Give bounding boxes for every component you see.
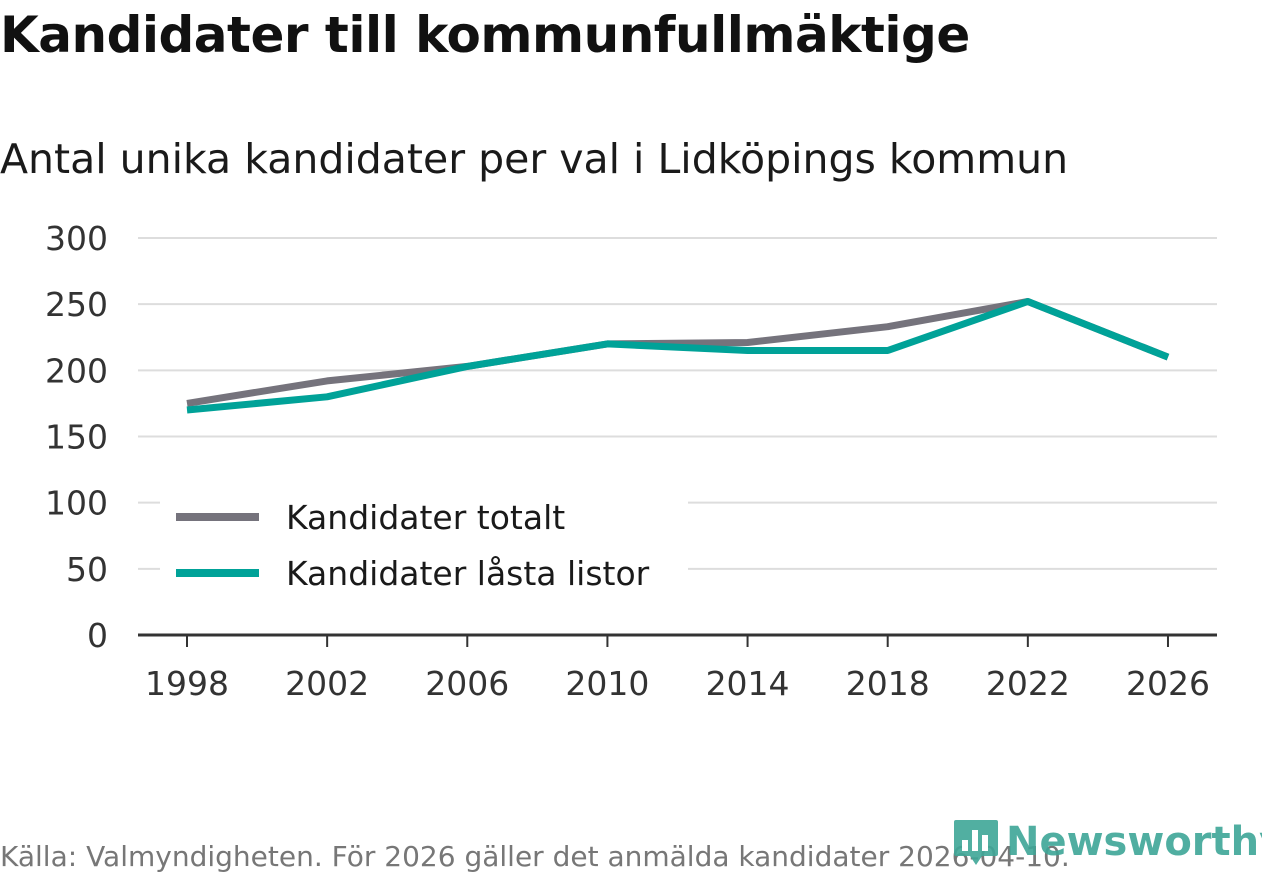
- legend: Kandidater totalt Kandidater låsta listor: [160, 490, 688, 608]
- x-tick-label-2010: 2010: [565, 664, 649, 703]
- legend-background: [160, 490, 688, 608]
- legend-label-0: Kandidater totalt: [286, 498, 565, 537]
- x-tick-label-2006: 2006: [425, 664, 509, 703]
- bar-chart-icon: [954, 820, 998, 865]
- series-lines: [186, 298, 1170, 414]
- x-tick-label-2002: 2002: [285, 664, 369, 703]
- legend-label-1: Kandidater låsta listor: [286, 554, 650, 593]
- x-tick-label-2014: 2014: [706, 664, 790, 703]
- y-axis-ticks: 0 50 100 150 200 250 300: [45, 219, 108, 655]
- x-tick-label-2026: 2026: [1126, 664, 1210, 703]
- x-tick-label-1998: 1998: [145, 664, 229, 703]
- brand-logo: Newsworthy: [952, 818, 1262, 866]
- x-tick-label-2022: 2022: [986, 664, 1070, 703]
- y-tick-label-200: 200: [45, 351, 108, 390]
- chart-title: Kandidater till kommunfullmäktige: [0, 6, 970, 64]
- y-tick-label-250: 250: [45, 285, 108, 324]
- y-tick-label-150: 150: [45, 418, 108, 457]
- y-tick-label-300: 300: [45, 219, 108, 258]
- chart-subtitle: Antal unika kandidater per val i Lidköpi…: [0, 135, 1069, 183]
- series-line-kandidater-totalt: [186, 298, 1170, 407]
- y-tick-label-50: 50: [66, 550, 108, 589]
- y-tick-label-0: 0: [87, 616, 108, 655]
- series-line-kandidater-lasta-listor: [186, 298, 1170, 414]
- brand-name: Newsworthy: [1006, 819, 1262, 865]
- x-tick-label-2018: 2018: [846, 664, 930, 703]
- x-axis-ticks: 1998 2002 2006 2010 2014 2018 2022 2026: [145, 635, 1210, 703]
- y-tick-label-100: 100: [45, 484, 108, 523]
- source-note: Källa: Valmyndigheten. För 2026 gäller d…: [0, 840, 1070, 873]
